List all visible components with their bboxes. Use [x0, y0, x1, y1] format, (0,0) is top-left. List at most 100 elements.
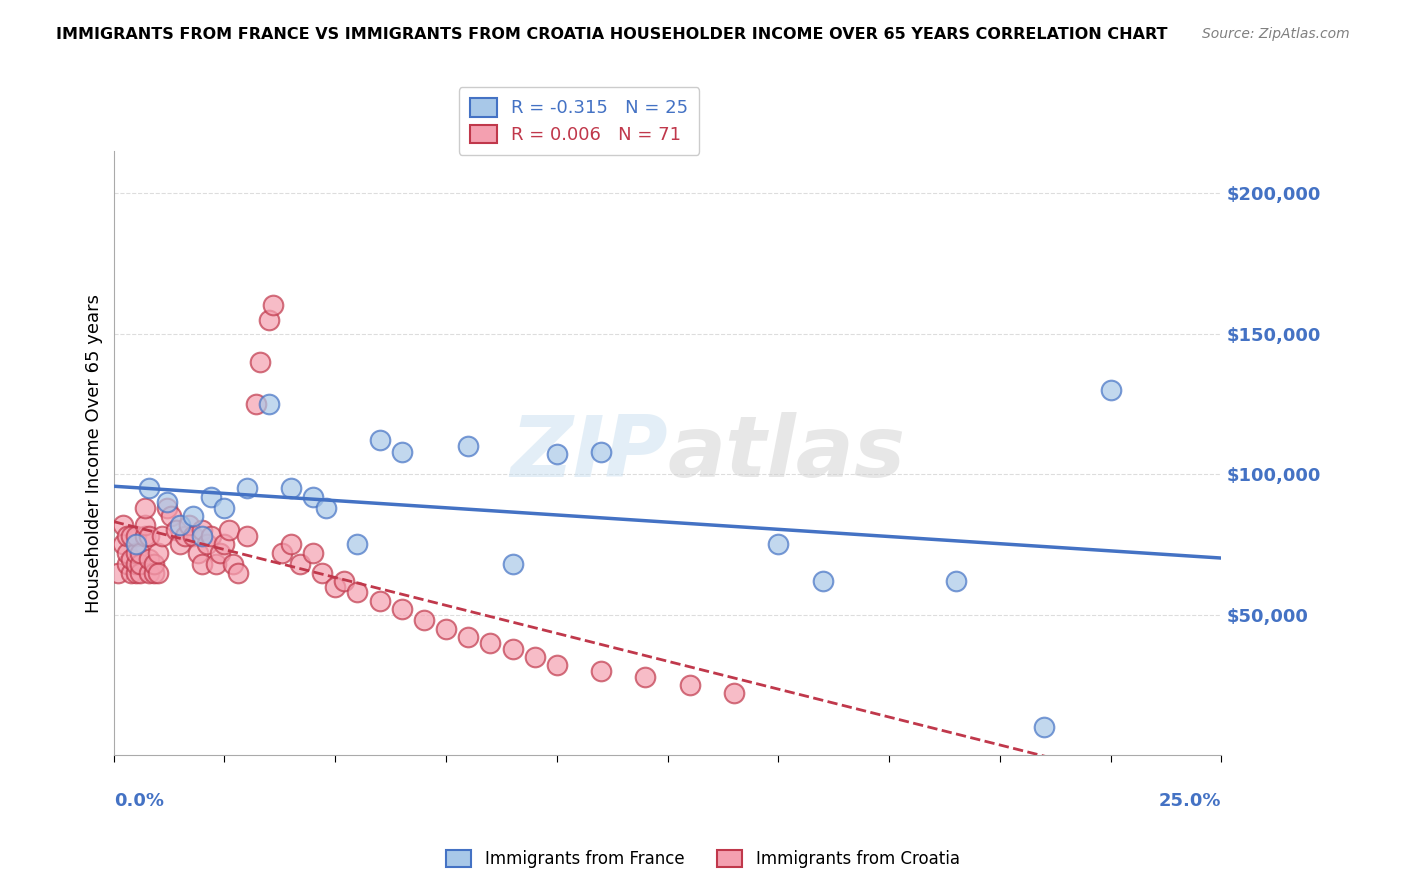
- Point: [111, 517, 134, 532]
- Point: [156, 495, 179, 509]
- Point: [1099, 383, 1122, 397]
- Point: [142, 566, 165, 580]
- Point: [226, 566, 249, 580]
- Point: [479, 636, 502, 650]
- Point: [200, 490, 222, 504]
- Point: [125, 537, 148, 551]
- Point: [187, 546, 209, 560]
- Point: [288, 557, 311, 571]
- Point: [546, 658, 568, 673]
- Point: [591, 444, 613, 458]
- Point: [125, 546, 148, 560]
- Point: [945, 574, 967, 588]
- Legend: Immigrants from France, Immigrants from Croatia: Immigrants from France, Immigrants from …: [440, 843, 966, 875]
- Point: [235, 529, 257, 543]
- Point: [302, 546, 325, 560]
- Point: [134, 529, 156, 543]
- Legend: R = -0.315   N = 25, R = 0.006   N = 71: R = -0.315 N = 25, R = 0.006 N = 71: [458, 87, 699, 155]
- Point: [183, 509, 205, 524]
- Point: [115, 546, 138, 560]
- Point: [125, 529, 148, 543]
- Point: [120, 529, 142, 543]
- Text: atlas: atlas: [668, 411, 905, 494]
- Point: [107, 566, 129, 580]
- Point: [249, 355, 271, 369]
- Point: [169, 517, 191, 532]
- Point: [191, 529, 214, 543]
- Point: [222, 557, 245, 571]
- Point: [165, 524, 187, 538]
- Point: [768, 537, 790, 551]
- Point: [434, 622, 457, 636]
- Text: IMMIGRANTS FROM FRANCE VS IMMIGRANTS FROM CROATIA HOUSEHOLDER INCOME OVER 65 YEA: IMMIGRANTS FROM FRANCE VS IMMIGRANTS FRO…: [56, 27, 1168, 42]
- Point: [177, 517, 200, 532]
- Text: 25.0%: 25.0%: [1159, 791, 1222, 810]
- Text: 0.0%: 0.0%: [114, 791, 163, 810]
- Point: [723, 686, 745, 700]
- Point: [195, 537, 218, 551]
- Point: [125, 557, 148, 571]
- Point: [191, 557, 214, 571]
- Point: [346, 537, 368, 551]
- Point: [1033, 720, 1056, 734]
- Text: ZIP: ZIP: [510, 411, 668, 494]
- Text: Source: ZipAtlas.com: Source: ZipAtlas.com: [1202, 27, 1350, 41]
- Point: [257, 397, 280, 411]
- Point: [204, 557, 226, 571]
- Point: [115, 557, 138, 571]
- Point: [368, 434, 391, 448]
- Point: [138, 566, 160, 580]
- Point: [811, 574, 834, 588]
- Point: [346, 585, 368, 599]
- Point: [125, 566, 148, 580]
- Point: [191, 524, 214, 538]
- Point: [129, 557, 152, 571]
- Point: [591, 664, 613, 678]
- Point: [368, 593, 391, 607]
- Point: [160, 509, 183, 524]
- Point: [391, 602, 413, 616]
- Point: [457, 439, 479, 453]
- Point: [134, 517, 156, 532]
- Point: [523, 649, 546, 664]
- Point: [323, 580, 346, 594]
- Point: [502, 557, 524, 571]
- Point: [412, 614, 434, 628]
- Point: [311, 566, 333, 580]
- Point: [257, 312, 280, 326]
- Point: [302, 490, 325, 504]
- Point: [280, 537, 302, 551]
- Point: [333, 574, 356, 588]
- Point: [111, 537, 134, 551]
- Point: [315, 500, 337, 515]
- Point: [183, 529, 205, 543]
- Point: [169, 537, 191, 551]
- Point: [129, 546, 152, 560]
- Point: [120, 551, 142, 566]
- Point: [200, 529, 222, 543]
- Point: [120, 566, 142, 580]
- Point: [546, 448, 568, 462]
- Point: [502, 641, 524, 656]
- Point: [245, 397, 267, 411]
- Point: [129, 566, 152, 580]
- Point: [142, 557, 165, 571]
- Y-axis label: Householder Income Over 65 years: Householder Income Over 65 years: [86, 293, 103, 613]
- Point: [214, 537, 236, 551]
- Point: [115, 529, 138, 543]
- Point: [152, 529, 174, 543]
- Point: [146, 546, 169, 560]
- Point: [138, 551, 160, 566]
- Point: [134, 500, 156, 515]
- Point: [634, 670, 657, 684]
- Point: [156, 500, 179, 515]
- Point: [138, 481, 160, 495]
- Point: [271, 546, 294, 560]
- Point: [138, 529, 160, 543]
- Point: [214, 500, 236, 515]
- Point: [280, 481, 302, 495]
- Point: [679, 678, 702, 692]
- Point: [457, 630, 479, 644]
- Point: [218, 524, 240, 538]
- Point: [391, 444, 413, 458]
